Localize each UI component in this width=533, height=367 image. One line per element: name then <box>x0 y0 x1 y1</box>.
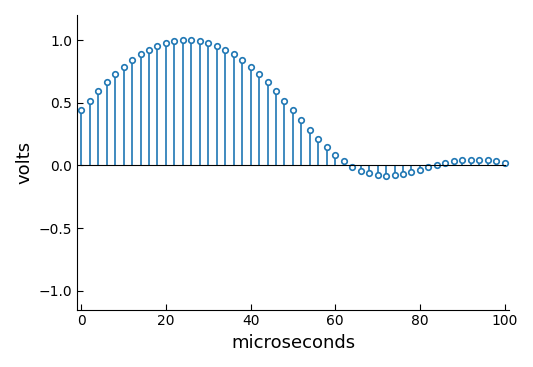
Y-axis label: volts: volts <box>15 141 33 184</box>
X-axis label: microseconds: microseconds <box>231 334 355 352</box>
